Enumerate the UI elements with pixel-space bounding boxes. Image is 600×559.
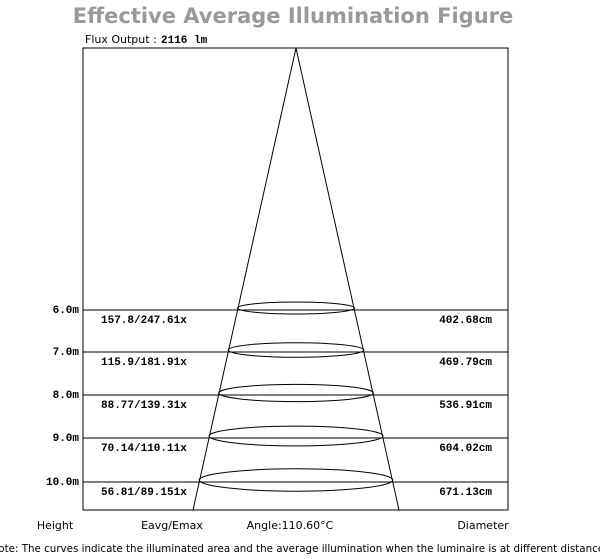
illumination-ellipse: [227, 342, 365, 358]
eavg-label: 157.8/247.61x: [101, 315, 187, 327]
height-label: 6.0m: [53, 305, 80, 317]
height-label: 8.0m: [53, 390, 80, 402]
footer-diameter: Diameter: [457, 519, 509, 532]
height-label: 10.0m: [46, 477, 79, 489]
cone-edge: [295, 47, 400, 511]
flux-label: Flux Output :: [85, 33, 157, 46]
illumination-ellipse: [198, 468, 394, 492]
diameter-label: 671.13cm: [439, 487, 492, 499]
illumination-ellipse: [218, 383, 374, 403]
eavg-label: 115.9/181.91x: [101, 357, 187, 369]
illumination-ellipse: [208, 425, 384, 447]
height-label: 9.0m: [53, 433, 80, 445]
footer-height: Height: [37, 519, 74, 532]
eavg-label: 88.77/139.31x: [101, 400, 187, 412]
height-label: 7.0m: [53, 347, 80, 359]
title: Effective Average Illumination Figure: [73, 4, 514, 28]
diameter-label: 604.02cm: [439, 443, 492, 455]
illumination-ellipse: [237, 301, 355, 315]
cone-edge: [192, 47, 297, 511]
diameter-label: 536.91cm: [439, 400, 492, 412]
note: Note: The curves indicate the illuminate…: [0, 543, 600, 555]
eavg-label: 70.14/110.11x: [101, 443, 187, 455]
diameter-label: 469.79cm: [439, 357, 492, 369]
footer-eavg: Eavg/Emax: [141, 519, 203, 532]
diameter-label: 402.68cm: [439, 315, 492, 327]
footer-angle: Angle:110.60°C: [247, 519, 334, 532]
flux-value: 2116 lm: [161, 35, 208, 47]
frame: [82, 47, 509, 511]
eavg-label: 56.81/89.151x: [101, 487, 187, 499]
